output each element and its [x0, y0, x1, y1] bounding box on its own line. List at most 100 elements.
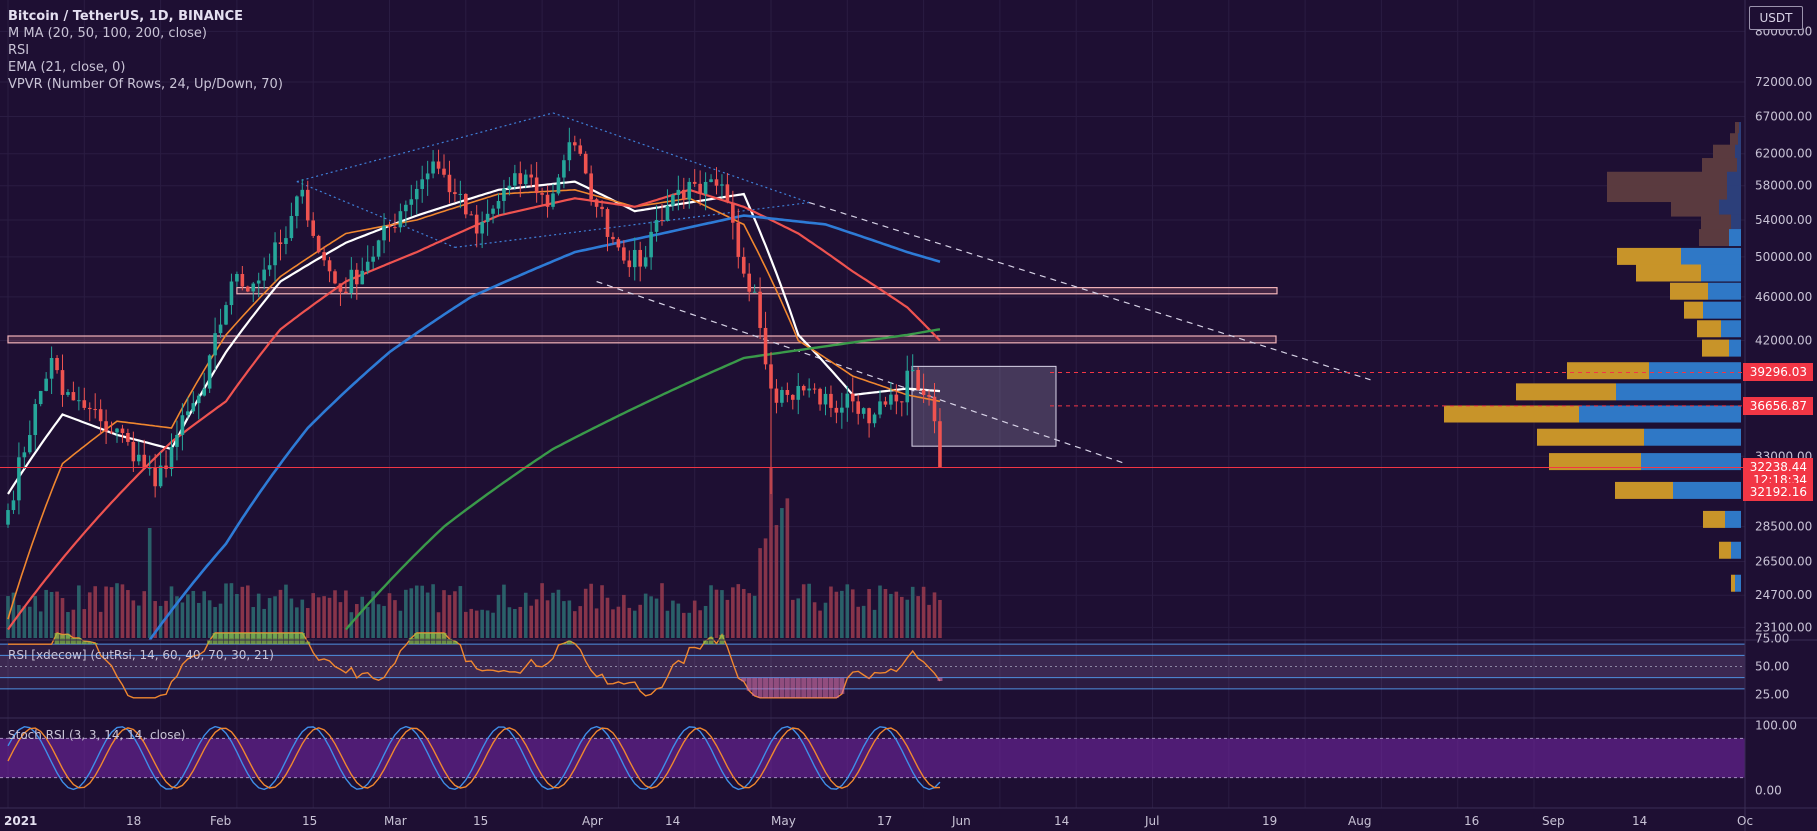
volume-bar: [752, 595, 757, 638]
vpvr-down-bar: [1719, 541, 1731, 559]
price-badge[interactable]: 36656.87: [1743, 396, 1813, 415]
indicator-ma[interactable]: M MA (20, 50, 100, 200, close): [8, 26, 207, 41]
volume-bar: [622, 594, 626, 638]
rsi-tick-label: 50.00: [1755, 660, 1789, 674]
trendline: [552, 112, 810, 204]
candle-body: [327, 260, 332, 272]
volume-bar: [812, 602, 817, 638]
price-badge[interactable]: 39296.03: [1743, 363, 1813, 382]
symbol-title[interactable]: Bitcoin / TetherUS, 1D, BINANCE: [8, 9, 244, 24]
stoch-pane: [0, 725, 1745, 791]
candle-body: [196, 395, 201, 404]
volume-bar: [311, 593, 315, 638]
volume-bar: [273, 596, 277, 638]
candle-body: [262, 269, 266, 281]
volume-bar: [464, 611, 468, 638]
volume-bar: [861, 605, 866, 638]
candle-body: [98, 409, 103, 422]
volume-bar: [474, 610, 479, 638]
volume-bar: [436, 612, 441, 638]
vpvr-down-bar: [1617, 247, 1681, 265]
vpvr-up-bar: [1727, 171, 1741, 189]
volume-bar: [480, 609, 484, 638]
candle-body: [349, 269, 354, 293]
volume-bar: [137, 605, 141, 638]
volume-bar: [834, 591, 839, 638]
volume-bar: [284, 584, 288, 638]
volume-bar: [720, 590, 724, 638]
vpvr-down-bar: [1702, 158, 1737, 176]
candle-body: [371, 256, 375, 262]
volume-bar: [398, 610, 403, 638]
candle-body: [861, 408, 866, 414]
candle-body: [425, 173, 430, 180]
candle-body: [671, 194, 675, 206]
volume-bar: [196, 602, 201, 638]
volume-bar: [665, 610, 670, 638]
volume-bar: [447, 594, 452, 638]
candle-body: [573, 142, 577, 146]
candle-body: [256, 280, 261, 284]
price-badge[interactable]: 32192.16: [1743, 483, 1813, 502]
currency-button[interactable]: USDT: [1749, 6, 1803, 30]
candle-body: [643, 257, 648, 267]
candle-body: [900, 401, 904, 403]
rsi-pane-label[interactable]: RSI [xdecow] (cutRsi, 14, 60, 40, 70, 30…: [8, 648, 274, 662]
candle-body: [60, 370, 65, 395]
volume-bar: [453, 591, 457, 638]
volume-bar: [82, 609, 87, 638]
volume-bar: [344, 590, 348, 638]
candle-body: [442, 168, 446, 175]
ma20-line: [7, 180, 941, 495]
volume-bar: [66, 612, 70, 638]
candle-body: [682, 189, 686, 200]
volume-bar: [360, 596, 365, 638]
candle-body: [409, 199, 414, 205]
candle-body: [224, 305, 228, 325]
volume-bar: [485, 610, 490, 638]
vpvr-up-bar: [1731, 214, 1741, 232]
volume-bar: [109, 587, 114, 638]
volume-bar: [305, 608, 310, 638]
candle-body: [322, 252, 326, 261]
vpvr-up-bar: [1735, 574, 1741, 592]
indicator-vpvr[interactable]: VPVR (Number Of Rows, 24, Up/Down, 70): [8, 77, 283, 92]
volume-bar: [147, 528, 152, 638]
candle-body: [240, 273, 245, 287]
candle-body: [632, 249, 637, 268]
volume-bar: [322, 596, 326, 638]
candle-body: [665, 205, 670, 221]
candle-body: [910, 369, 915, 371]
candle-body: [289, 215, 294, 239]
volume-bar: [573, 611, 577, 638]
vpvr-down-bar: [1702, 339, 1729, 357]
time-tick-label: 17: [877, 814, 892, 828]
stoch-pane-label[interactable]: Stoch RSI (3, 3, 14, 14, close): [8, 728, 186, 742]
candle-body: [251, 283, 256, 292]
volume-bar: [736, 584, 741, 638]
time-tick-label: 19: [1262, 814, 1277, 828]
price-tick-label: 26500.00: [1755, 554, 1812, 568]
volume-bar: [938, 599, 942, 638]
candle-body: [44, 378, 48, 391]
indicator-rsi[interactable]: RSI: [8, 43, 30, 58]
candle-body: [698, 183, 702, 195]
candle-body: [927, 394, 931, 397]
ema21-line: [7, 188, 941, 620]
volume-bar: [38, 611, 43, 638]
volume-bar: [523, 592, 528, 638]
volume-bar: [458, 586, 463, 638]
candle-body: [605, 209, 610, 237]
time-tick-label: Oc: [1737, 814, 1753, 828]
volume-bar: [872, 609, 877, 638]
volume-bar: [316, 597, 321, 638]
vpvr-up-bar: [1721, 320, 1741, 338]
candle-body: [360, 270, 365, 285]
trendline: [596, 280, 1126, 465]
volume-bar: [578, 606, 583, 638]
volume-bar: [709, 585, 713, 638]
candle-body: [77, 400, 81, 402]
indicator-ema[interactable]: EMA (21, close, 0): [8, 60, 126, 75]
volume-bar: [409, 588, 414, 638]
